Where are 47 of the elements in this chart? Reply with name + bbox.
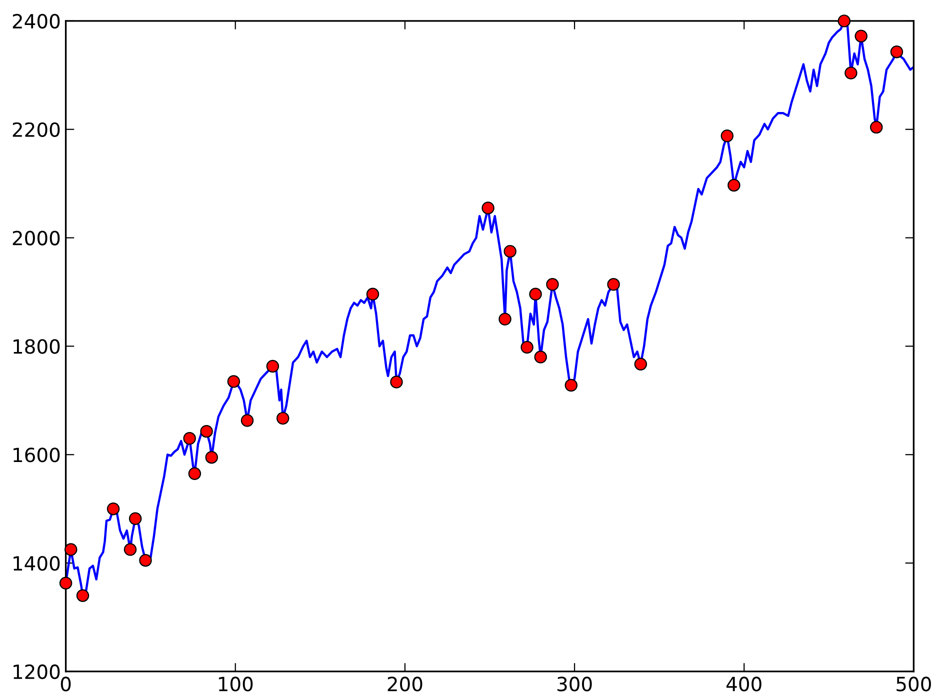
point [205, 450, 218, 464]
point [607, 278, 620, 291]
point [59, 576, 72, 590]
point [890, 45, 904, 58]
point [139, 554, 152, 567]
point [390, 376, 403, 388]
y-tick-label: 1200 [14, 664, 60, 680]
x-tick-label: 200 [388, 676, 422, 692]
point [838, 14, 851, 28]
y-tick-label: 2400 [12, 14, 60, 29]
y-tick-label: 1600 [14, 448, 60, 462]
point [564, 378, 578, 392]
point [728, 178, 740, 192]
point [534, 350, 547, 364]
point [720, 130, 734, 142]
point [106, 502, 120, 516]
point [124, 543, 137, 556]
point [870, 120, 883, 134]
x-tick-label: 400 [726, 676, 762, 692]
point [546, 278, 559, 291]
point [634, 358, 648, 370]
point [520, 340, 534, 354]
point [183, 432, 196, 445]
point [240, 414, 254, 427]
point [482, 202, 494, 214]
point [504, 244, 516, 258]
y-tick-label: 2200 [12, 122, 60, 138]
x-tick-label: 500 [896, 676, 931, 692]
point [844, 66, 858, 80]
point [854, 30, 868, 42]
y-tick-label: 2000 [12, 230, 60, 246]
point [266, 360, 280, 373]
point [76, 589, 90, 602]
point [227, 375, 240, 388]
point [366, 288, 380, 301]
x-tick-label: 100 [218, 676, 253, 692]
x-tick-label: 0 [60, 676, 71, 692]
point [128, 512, 142, 525]
point [498, 312, 512, 326]
point [276, 412, 290, 425]
y-tick-label: 1800 [14, 339, 60, 354]
point [200, 424, 213, 438]
y-tick-label: 1400 [14, 556, 60, 571]
x-tick-label: 300 [557, 676, 592, 692]
point [188, 467, 202, 480]
point [64, 543, 78, 556]
point [529, 288, 542, 301]
